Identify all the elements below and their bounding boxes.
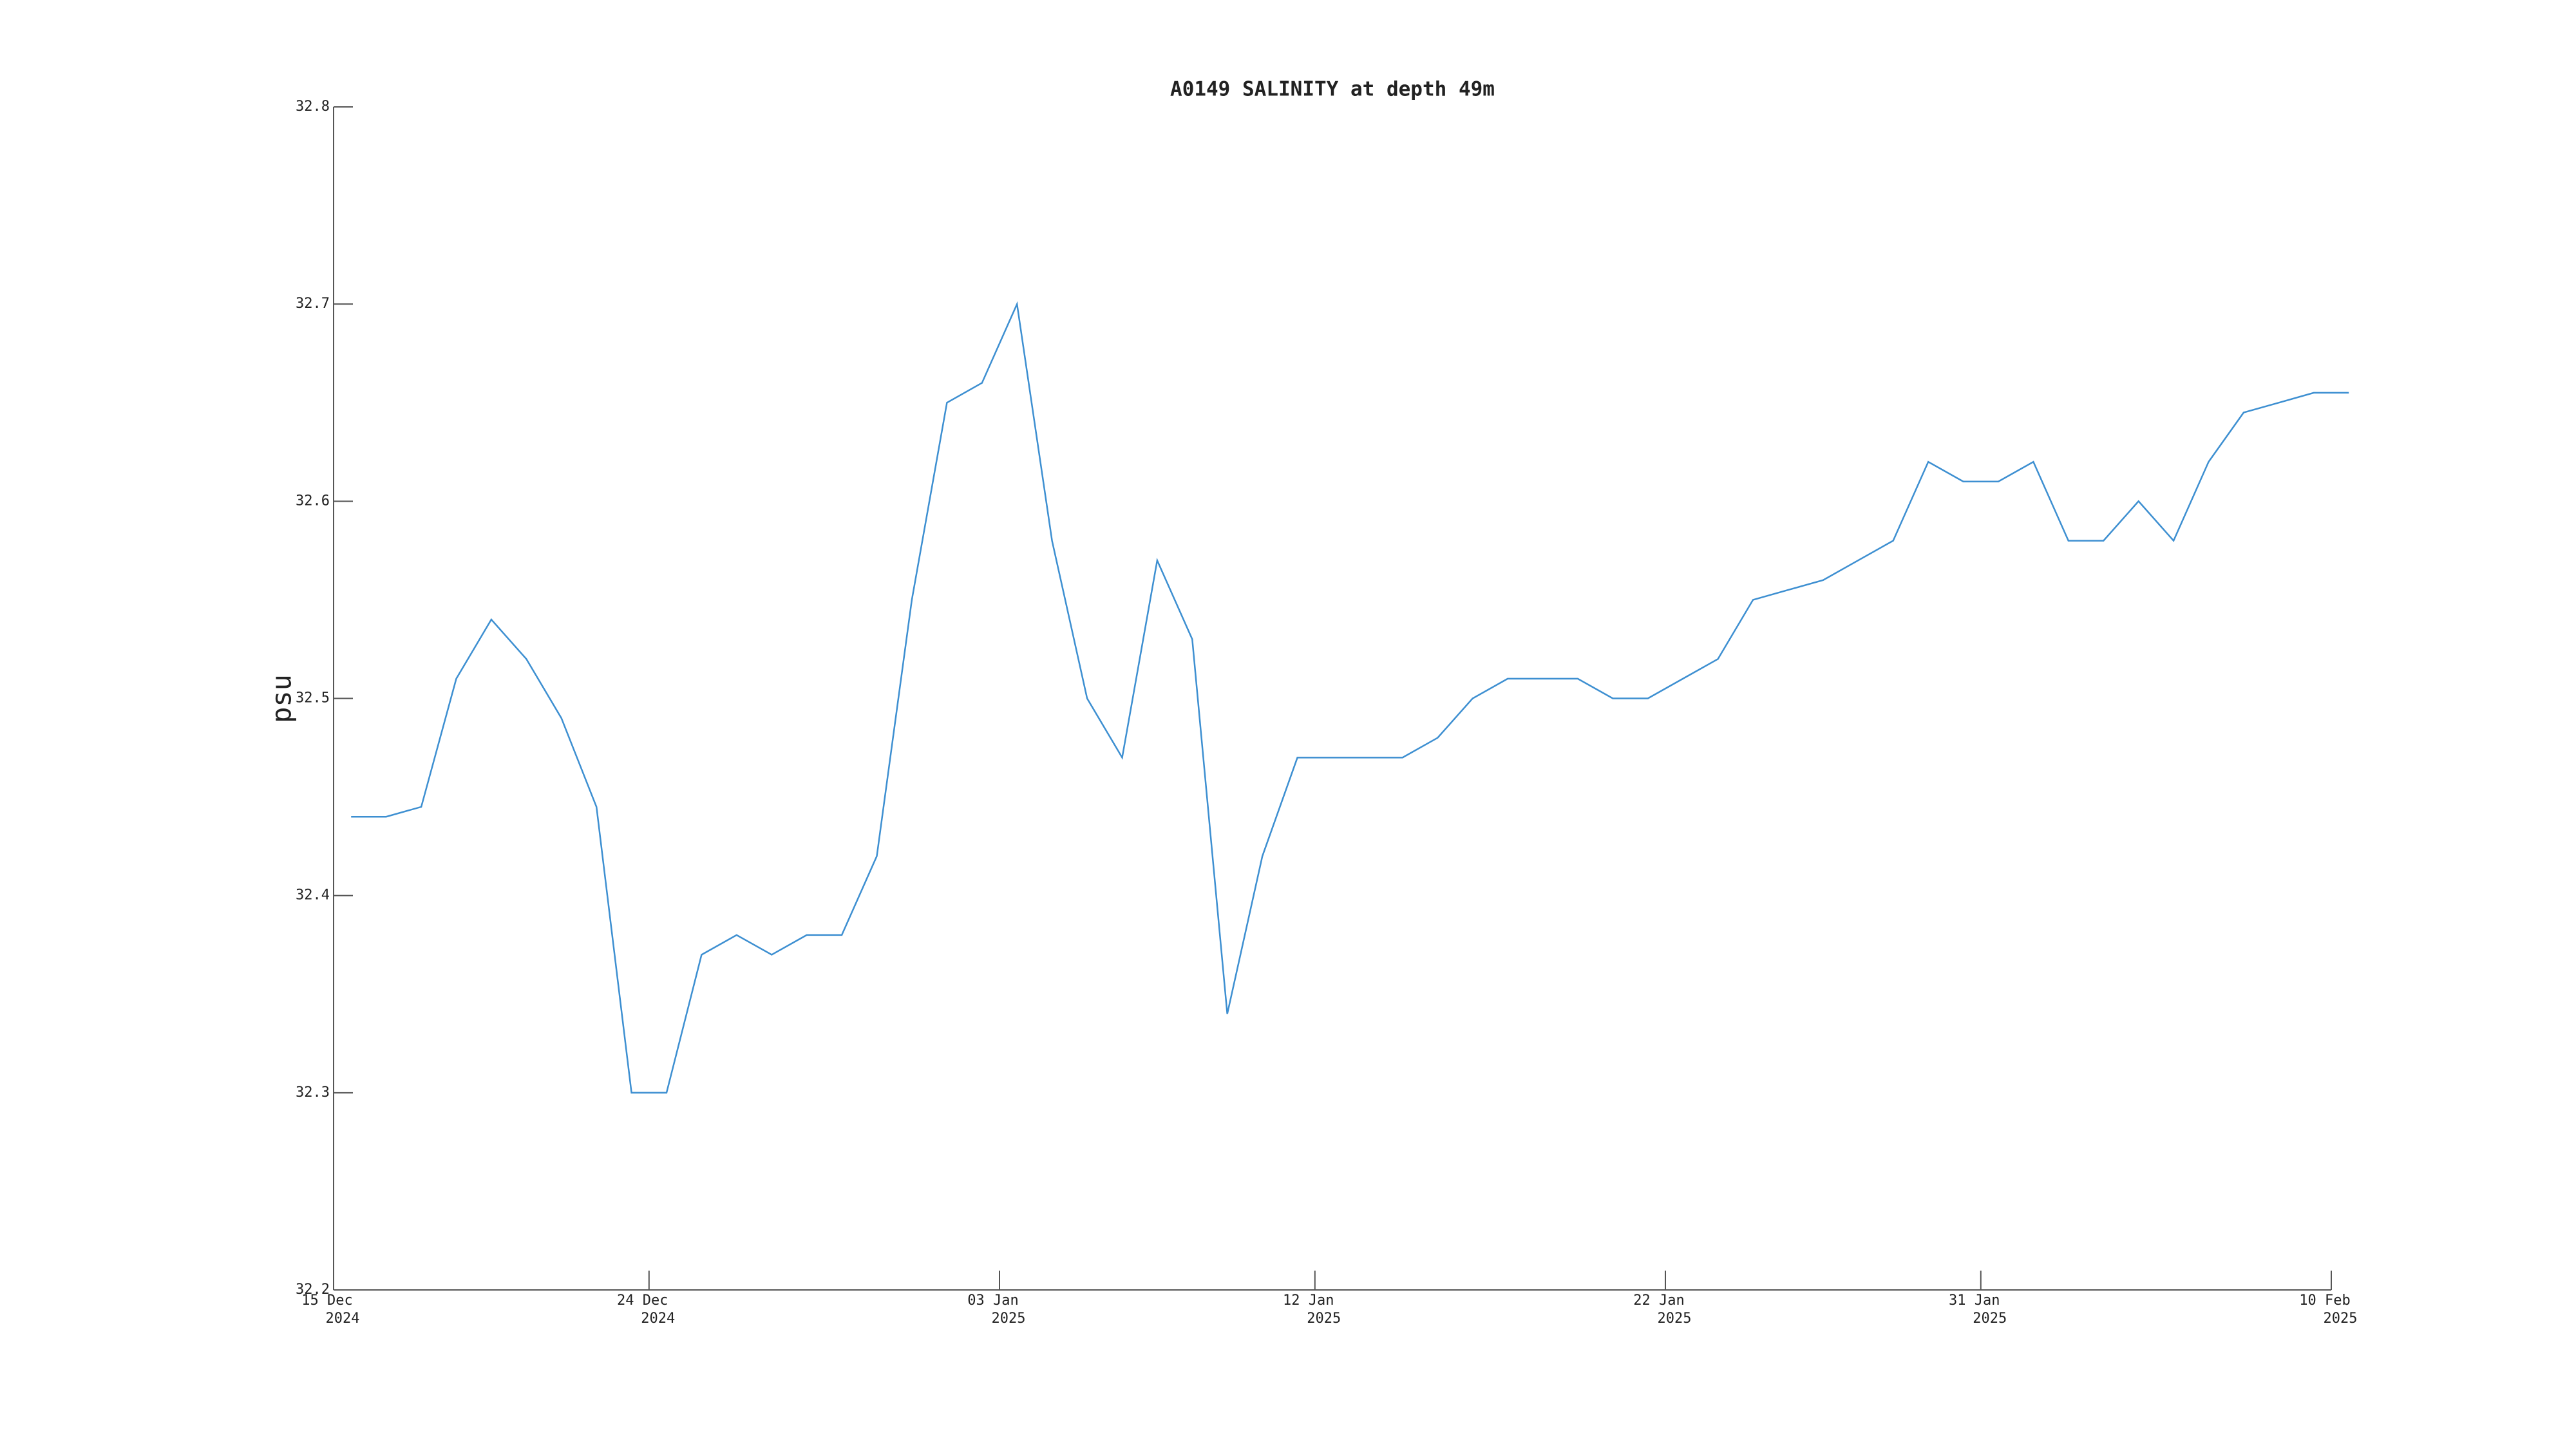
x-tick-label: 03 Jan	[967, 1293, 1018, 1309]
y-tick-label: 32.7	[296, 296, 330, 312]
data-line	[351, 301, 2349, 1094]
x-tick-label: 31 Jan	[1949, 1293, 2000, 1309]
y-tick-label: 32.5	[296, 690, 330, 706]
y-tick-label: 32.2	[296, 1282, 330, 1298]
y-axis-label: psu	[266, 674, 298, 723]
chart-title: A0149 SALINITY at depth 49m	[1170, 78, 1495, 101]
y-tick-label: 32.8	[296, 99, 330, 115]
x-tick-label: 15 Dec	[301, 1293, 352, 1309]
x-tick-label: 2024	[326, 1311, 360, 1327]
x-tick-label: 2024	[641, 1311, 675, 1327]
x-tick-label: 2025	[1973, 1311, 2007, 1327]
x-tick-label: 2025	[992, 1311, 1026, 1327]
y-tick-label: 32.4	[296, 887, 330, 904]
x-tick-label: 2025	[2324, 1311, 2358, 1327]
y-tick-label: 32.6	[296, 493, 330, 509]
x-tick-label: 22 Jan	[1633, 1293, 1684, 1309]
x-tick-label: 24 Dec	[617, 1293, 668, 1309]
x-tick-label: 10 Feb	[2299, 1293, 2350, 1309]
x-tick-label: 2025	[1307, 1311, 1341, 1327]
y-tick-label: 32.3	[296, 1084, 330, 1101]
x-tick-label: 2025	[1658, 1311, 1692, 1327]
x-tick-label: 12 Jan	[1283, 1293, 1334, 1309]
